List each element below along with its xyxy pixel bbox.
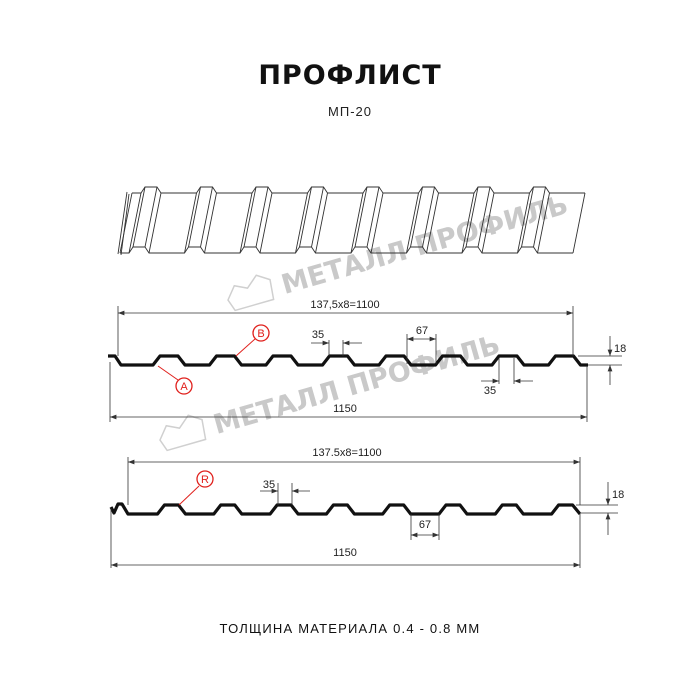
- callout-a-label: A: [180, 381, 188, 393]
- profile-drawing-2: 137.5x8=1100 1150 35 67 18 R: [109, 447, 624, 568]
- trough-label: 67: [416, 325, 428, 337]
- callout-b: [252, 324, 270, 342]
- sheet-fold-line: [239, 192, 253, 254]
- height-label: 18: [614, 343, 626, 355]
- rib-top-label: 35: [263, 479, 275, 491]
- callout-leader: [178, 485, 200, 506]
- profile-line: [108, 354, 588, 367]
- rib-bottom-label: 35: [484, 385, 496, 397]
- sheet-fold-line: [295, 192, 308, 254]
- watermark-logo-2: МЕТАЛЛ ПРОФИЛЬ: [159, 329, 504, 452]
- height-label: 18: [612, 489, 624, 501]
- sheet-fold-line: [128, 192, 142, 254]
- sheet-edge-overlap: [117, 191, 130, 256]
- callout-a: [175, 377, 193, 395]
- watermark-logo-1: МЕТАЛЛ ПРОФИЛЬ: [227, 189, 572, 312]
- page-title: ПРОФЛИСТ: [258, 60, 442, 91]
- sheet-fold-line: [354, 186, 368, 248]
- sheet-fold-line: [315, 192, 328, 254]
- sheet-fold-line: [477, 186, 491, 248]
- watermark-text: МЕТАЛЛ ПРОФИЛЬ: [278, 189, 572, 301]
- sheet-fold-line: [299, 186, 312, 248]
- sheet-fold-line: [517, 192, 530, 254]
- pitch-label: 137.5x8=1100: [312, 447, 381, 459]
- width-label: 1150: [333, 547, 357, 559]
- profile-drawing-1: 137,5x8=1100 1150 35 67 35 18 B A: [108, 299, 626, 422]
- sheet-fold-line: [410, 186, 423, 248]
- width-label: 1150: [333, 403, 357, 415]
- model-subtitle: МП-20: [328, 104, 372, 119]
- sheet-fold-line: [406, 192, 419, 254]
- sheet-fold-line: [119, 192, 133, 254]
- sheet-fold-line: [255, 186, 269, 248]
- rib-top-label: 35: [312, 329, 324, 341]
- sheet-fold-line: [184, 192, 197, 254]
- sheet-fold-line: [422, 186, 435, 248]
- sheet-fold-line: [144, 186, 158, 248]
- callout-r-label: R: [201, 474, 209, 486]
- sheet-fold-line: [465, 186, 479, 248]
- trough-label: 67: [419, 519, 431, 531]
- sheet-fold-line: [311, 186, 324, 248]
- sheet-fold-line: [366, 186, 380, 248]
- sheet-fold-line: [537, 192, 550, 254]
- profile-line: [109, 502, 582, 516]
- callout-leader: [235, 338, 256, 357]
- sheet-fold-line: [243, 186, 257, 248]
- callout-leader: [157, 365, 179, 381]
- sheet-bottom-edge: [120, 246, 573, 254]
- sheet-fold-line: [132, 186, 146, 248]
- pitch-label: 137,5x8=1100: [310, 299, 379, 311]
- sheet-fold-line: [533, 186, 546, 248]
- watermark-text: МЕТАЛЛ ПРОФИЛЬ: [210, 329, 504, 441]
- material-thickness-note: ТОЛЩИНА МАТЕРИАЛА 0.4 - 0.8 ММ: [219, 621, 481, 636]
- sheet-fold-line: [481, 192, 495, 254]
- callout-b-label: B: [257, 328, 264, 340]
- sheet-fold-line: [572, 192, 586, 254]
- sheet-top-edge: [132, 186, 585, 194]
- sheet-fold-line: [461, 192, 475, 254]
- sheet-fold-line: [259, 192, 273, 254]
- sheet-fold-line: [148, 192, 162, 254]
- sheet-fold-line: [521, 186, 534, 248]
- sheet-fold-line: [370, 192, 384, 254]
- sheet-fold-line: [350, 192, 364, 254]
- callout-r: [196, 470, 214, 488]
- sheet-3d-view: [117, 186, 586, 256]
- sheet-fold-line: [188, 186, 201, 248]
- sheet-fold-line: [426, 192, 439, 254]
- sheet-fold-line: [200, 186, 213, 248]
- sheet-fold-line: [204, 192, 217, 254]
